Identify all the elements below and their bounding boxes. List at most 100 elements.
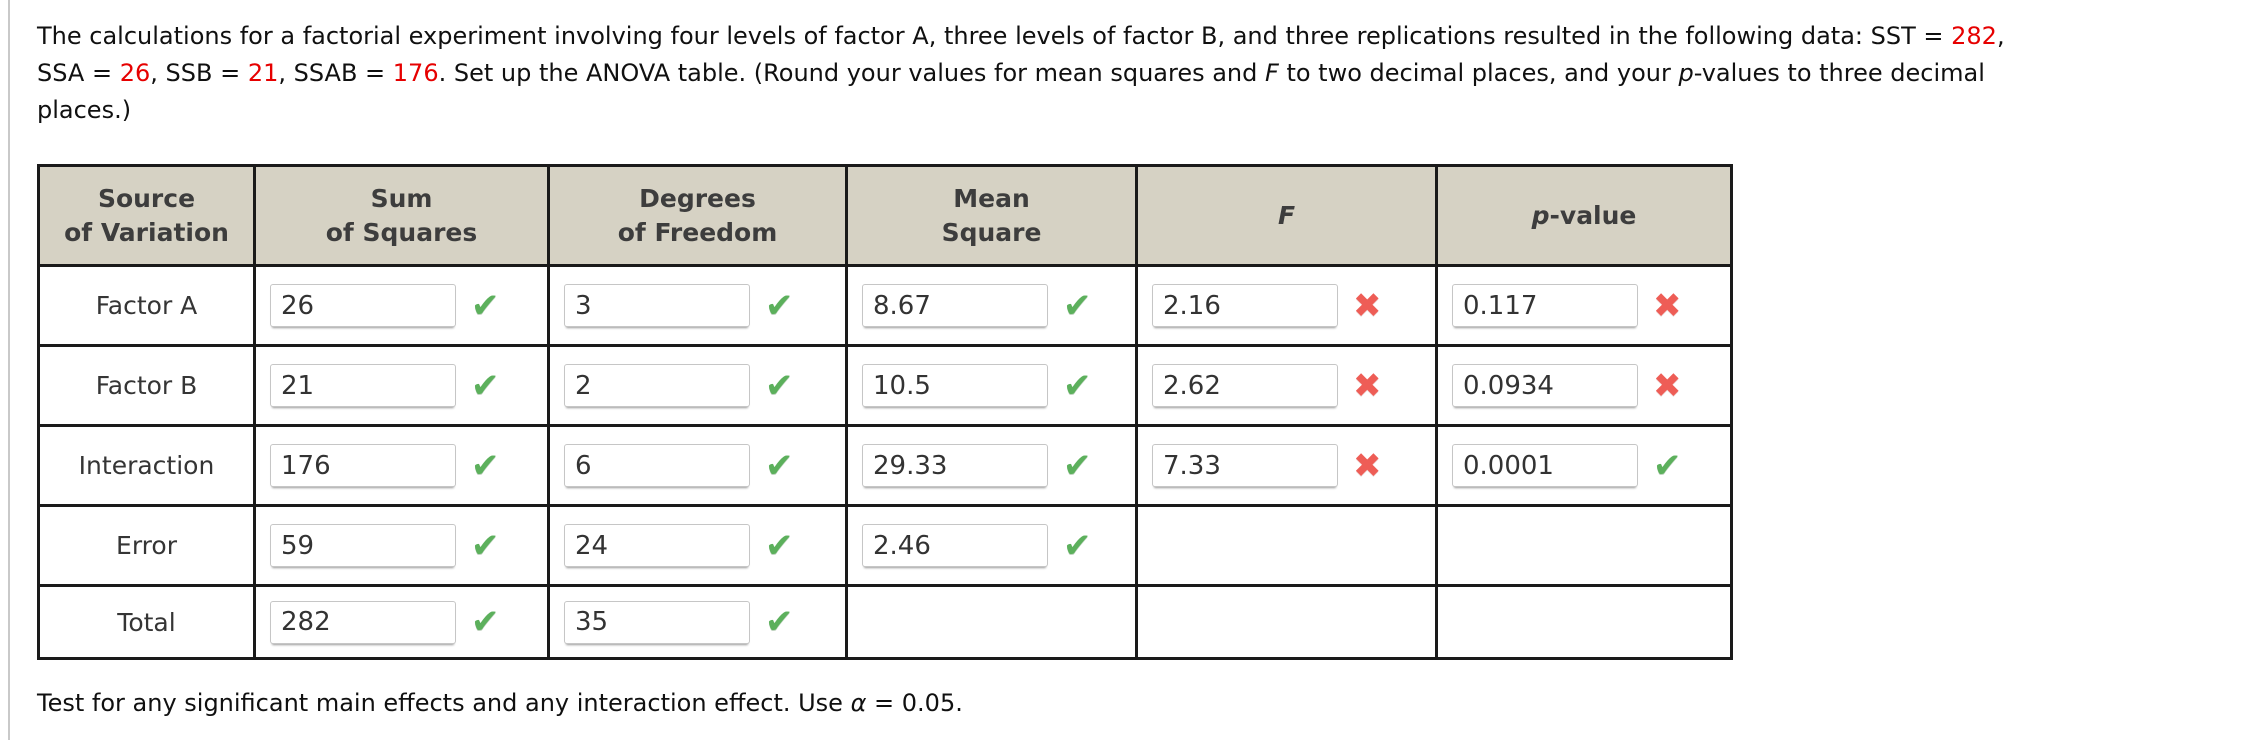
answer-group: ✔ [270, 600, 547, 644]
incorrect-icon: ✖ [1353, 445, 1382, 486]
cell-interaction-f: ✖ [1135, 424, 1438, 507]
row-label-error: Error [37, 504, 256, 587]
highlighted-value: 26 [119, 59, 151, 87]
cell-interaction-sum-of-squares: ✔ [253, 424, 550, 507]
answer-input-factor-a-p-value[interactable] [1452, 284, 1638, 327]
answer-input-interaction-degrees-of-freedom[interactable] [564, 444, 750, 487]
answer-input-factor-a-f[interactable] [1152, 284, 1338, 327]
answer-group: ✖ [1152, 284, 1435, 327]
answer-input-factor-a-degrees-of-freedom[interactable] [564, 284, 750, 327]
cell-interaction-mean-square: ✔ [845, 424, 1138, 507]
table-row-error: Error ✔ ✔ ✔ [37, 504, 1733, 587]
text-segment: Degrees [639, 183, 756, 213]
cell-error-f [1135, 504, 1438, 587]
text-segment: F [1277, 200, 1296, 230]
text-segment: The calculations for a factorial experim… [37, 22, 1952, 50]
answer-input-factor-b-degrees-of-freedom[interactable] [564, 364, 750, 407]
answer-group: ✖ [1452, 284, 1730, 327]
answer-input-error-degrees-of-freedom[interactable] [564, 524, 750, 567]
text-segment: α [850, 689, 867, 717]
text-segment: = 0.05. [866, 689, 963, 717]
text-segment: Square [941, 217, 1042, 247]
text-segment: of Freedom [617, 217, 778, 247]
answer-group: ✔ [862, 284, 1135, 327]
answer-input-interaction-mean-square[interactable] [862, 444, 1048, 487]
cell-factor-a-sum-of-squares: ✔ [253, 264, 550, 347]
answer-group: ✖ [1152, 444, 1435, 487]
correct-icon: ✔ [1653, 445, 1682, 486]
cell-error-sum-of-squares: ✔ [253, 504, 550, 587]
answer-group: ✔ [270, 284, 547, 327]
answer-input-error-sum-of-squares[interactable] [270, 524, 456, 567]
answer-group: ✔ [564, 284, 845, 327]
answer-input-total-degrees-of-freedom[interactable] [564, 600, 750, 644]
cell-factor-a-mean-square: ✔ [845, 264, 1138, 347]
text-segment: Test for any significant main effects an… [37, 689, 851, 717]
cell-interaction-degrees-of-freedom: ✔ [547, 424, 848, 507]
text-segment: , SSB = [150, 59, 248, 87]
correct-icon: ✔ [765, 525, 794, 566]
answer-input-factor-b-mean-square[interactable] [862, 364, 1048, 407]
correct-icon: ✔ [765, 285, 794, 326]
correct-icon: ✔ [1063, 365, 1092, 406]
correct-icon: ✔ [471, 602, 500, 642]
cell-factor-b-mean-square: ✔ [845, 344, 1138, 427]
answer-input-factor-b-f[interactable] [1152, 364, 1338, 407]
column-header-p-value: p-value [1435, 164, 1733, 267]
answer-input-total-sum-of-squares[interactable] [270, 600, 456, 644]
answer-group: ✖ [1152, 364, 1435, 407]
row-label-factor-b: Factor B [37, 344, 256, 427]
answer-group: ✔ [1452, 444, 1730, 487]
panel-left-divider [8, 0, 10, 740]
highlighted-value: 21 [247, 59, 279, 87]
row-label-factor-a: Factor A [37, 264, 256, 347]
answer-input-error-mean-square[interactable] [862, 524, 1048, 567]
text-segment: F [1265, 59, 1279, 87]
incorrect-icon: ✖ [1653, 285, 1682, 326]
correct-icon: ✔ [1063, 285, 1092, 326]
correct-icon: ✔ [1063, 445, 1092, 486]
answer-input-factor-a-sum-of-squares[interactable] [270, 284, 456, 327]
cell-interaction-p-value: ✔ [1435, 424, 1733, 507]
cell-factor-a-f: ✖ [1135, 264, 1438, 347]
correct-icon: ✔ [765, 365, 794, 406]
correct-icon: ✔ [471, 445, 500, 486]
text-segment: Mean [953, 183, 1030, 213]
answer-group: ✔ [564, 600, 845, 644]
answer-input-interaction-f[interactable] [1152, 444, 1338, 487]
answer-input-interaction-sum-of-squares[interactable] [270, 444, 456, 487]
cell-total-f [1135, 584, 1438, 660]
answer-group: ✔ [564, 524, 845, 567]
answer-group: ✔ [862, 524, 1135, 567]
column-header-degrees-of-freedom: Degrees of Freedom [547, 164, 848, 267]
answer-input-factor-b-sum-of-squares[interactable] [270, 364, 456, 407]
correct-icon: ✔ [471, 285, 500, 326]
answer-group: ✔ [862, 364, 1135, 407]
row-label-total: Total [37, 584, 256, 660]
text-segment: Source [97, 183, 196, 213]
incorrect-icon: ✖ [1653, 365, 1682, 406]
text-segment: . Set up the ANOVA table. (Round your va… [438, 59, 1265, 87]
answer-input-factor-a-mean-square[interactable] [862, 284, 1048, 327]
answer-input-factor-b-p-value[interactable] [1452, 364, 1638, 407]
correct-icon: ✔ [1063, 525, 1092, 566]
text-segment: -values to three decimal [1693, 59, 1985, 87]
answer-input-interaction-p-value[interactable] [1452, 444, 1638, 487]
column-header-mean-square: Mean Square [845, 164, 1138, 267]
table-row-total: Total ✔ ✔ [37, 584, 1733, 660]
answer-group: ✔ [270, 444, 547, 487]
cell-factor-b-p-value: ✖ [1435, 344, 1733, 427]
correct-icon: ✔ [471, 365, 500, 406]
cell-factor-b-degrees-of-freedom: ✔ [547, 344, 848, 427]
correct-icon: ✔ [471, 525, 500, 566]
text-segment: Sum [370, 183, 433, 213]
question-text: The calculations for a factorial experim… [37, 18, 2240, 129]
cell-factor-a-p-value: ✖ [1435, 264, 1733, 347]
text-segment: -value [1549, 200, 1637, 230]
highlighted-value: 176 [392, 59, 439, 87]
table-row-factor-b: Factor B ✔ ✔ ✔ ✖ ✖ [37, 344, 1733, 427]
cell-total-sum-of-squares: ✔ [253, 584, 550, 660]
text-segment: , [1996, 22, 2005, 50]
